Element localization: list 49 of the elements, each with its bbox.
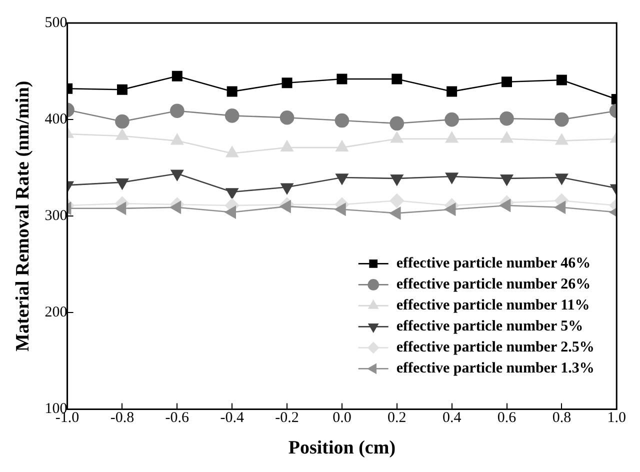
y-tick-label: 300: [44, 208, 68, 224]
point: [170, 201, 182, 214]
point: [390, 194, 404, 208]
point: [554, 201, 566, 214]
legend-label: effective particle number 1.3%: [396, 360, 594, 377]
point: [390, 206, 401, 220]
point: [226, 86, 238, 97]
x-tick-label: 0.6: [497, 410, 517, 426]
point: [554, 112, 569, 127]
point: [446, 86, 458, 97]
x-tick-label: 0.8: [552, 410, 572, 426]
point: [170, 104, 184, 118]
x-tick-label: 0.2: [388, 410, 406, 426]
x-tick-label: 1.0: [607, 410, 626, 426]
x-tick-label: 0.0: [332, 410, 352, 426]
point: [224, 108, 240, 123]
y-tick-label: 400: [44, 111, 68, 128]
legend-label: effective particle number 26%: [396, 276, 591, 293]
point: [500, 111, 514, 126]
x-tick-label: 0.4: [442, 410, 462, 426]
legend-label: effective particle number 5%: [396, 318, 584, 335]
point: [116, 84, 128, 95]
legend-label: effective particle number 2.5%: [396, 340, 594, 356]
x-tick-label: -0.6: [165, 410, 190, 426]
point: [390, 116, 404, 131]
point: [336, 74, 348, 84]
point: [334, 203, 346, 216]
point: [115, 202, 126, 215]
legend-label: effective particle number 11%: [396, 298, 590, 314]
point: [556, 74, 567, 86]
point: [280, 200, 291, 213]
point: [282, 78, 292, 88]
point: [502, 76, 512, 88]
point: [172, 70, 182, 82]
point: [392, 74, 402, 84]
point: [444, 112, 459, 127]
legend-label: effective particle number 46%: [396, 256, 591, 272]
point: [334, 113, 350, 128]
y-axis-title: Material Removal Rate (nm/min): [12, 80, 34, 352]
point: [444, 203, 456, 216]
x-axis-title: Position (cm): [288, 438, 396, 459]
x-tick-label: -0.2: [275, 410, 299, 426]
point: [280, 110, 294, 125]
point: [115, 114, 130, 129]
y-tick-label: 500: [44, 14, 68, 31]
x-tick-label: -0.8: [110, 410, 134, 426]
point: [500, 199, 511, 212]
y-tick-label: 200: [44, 304, 68, 321]
x-tick-label: -0.4: [220, 410, 244, 426]
